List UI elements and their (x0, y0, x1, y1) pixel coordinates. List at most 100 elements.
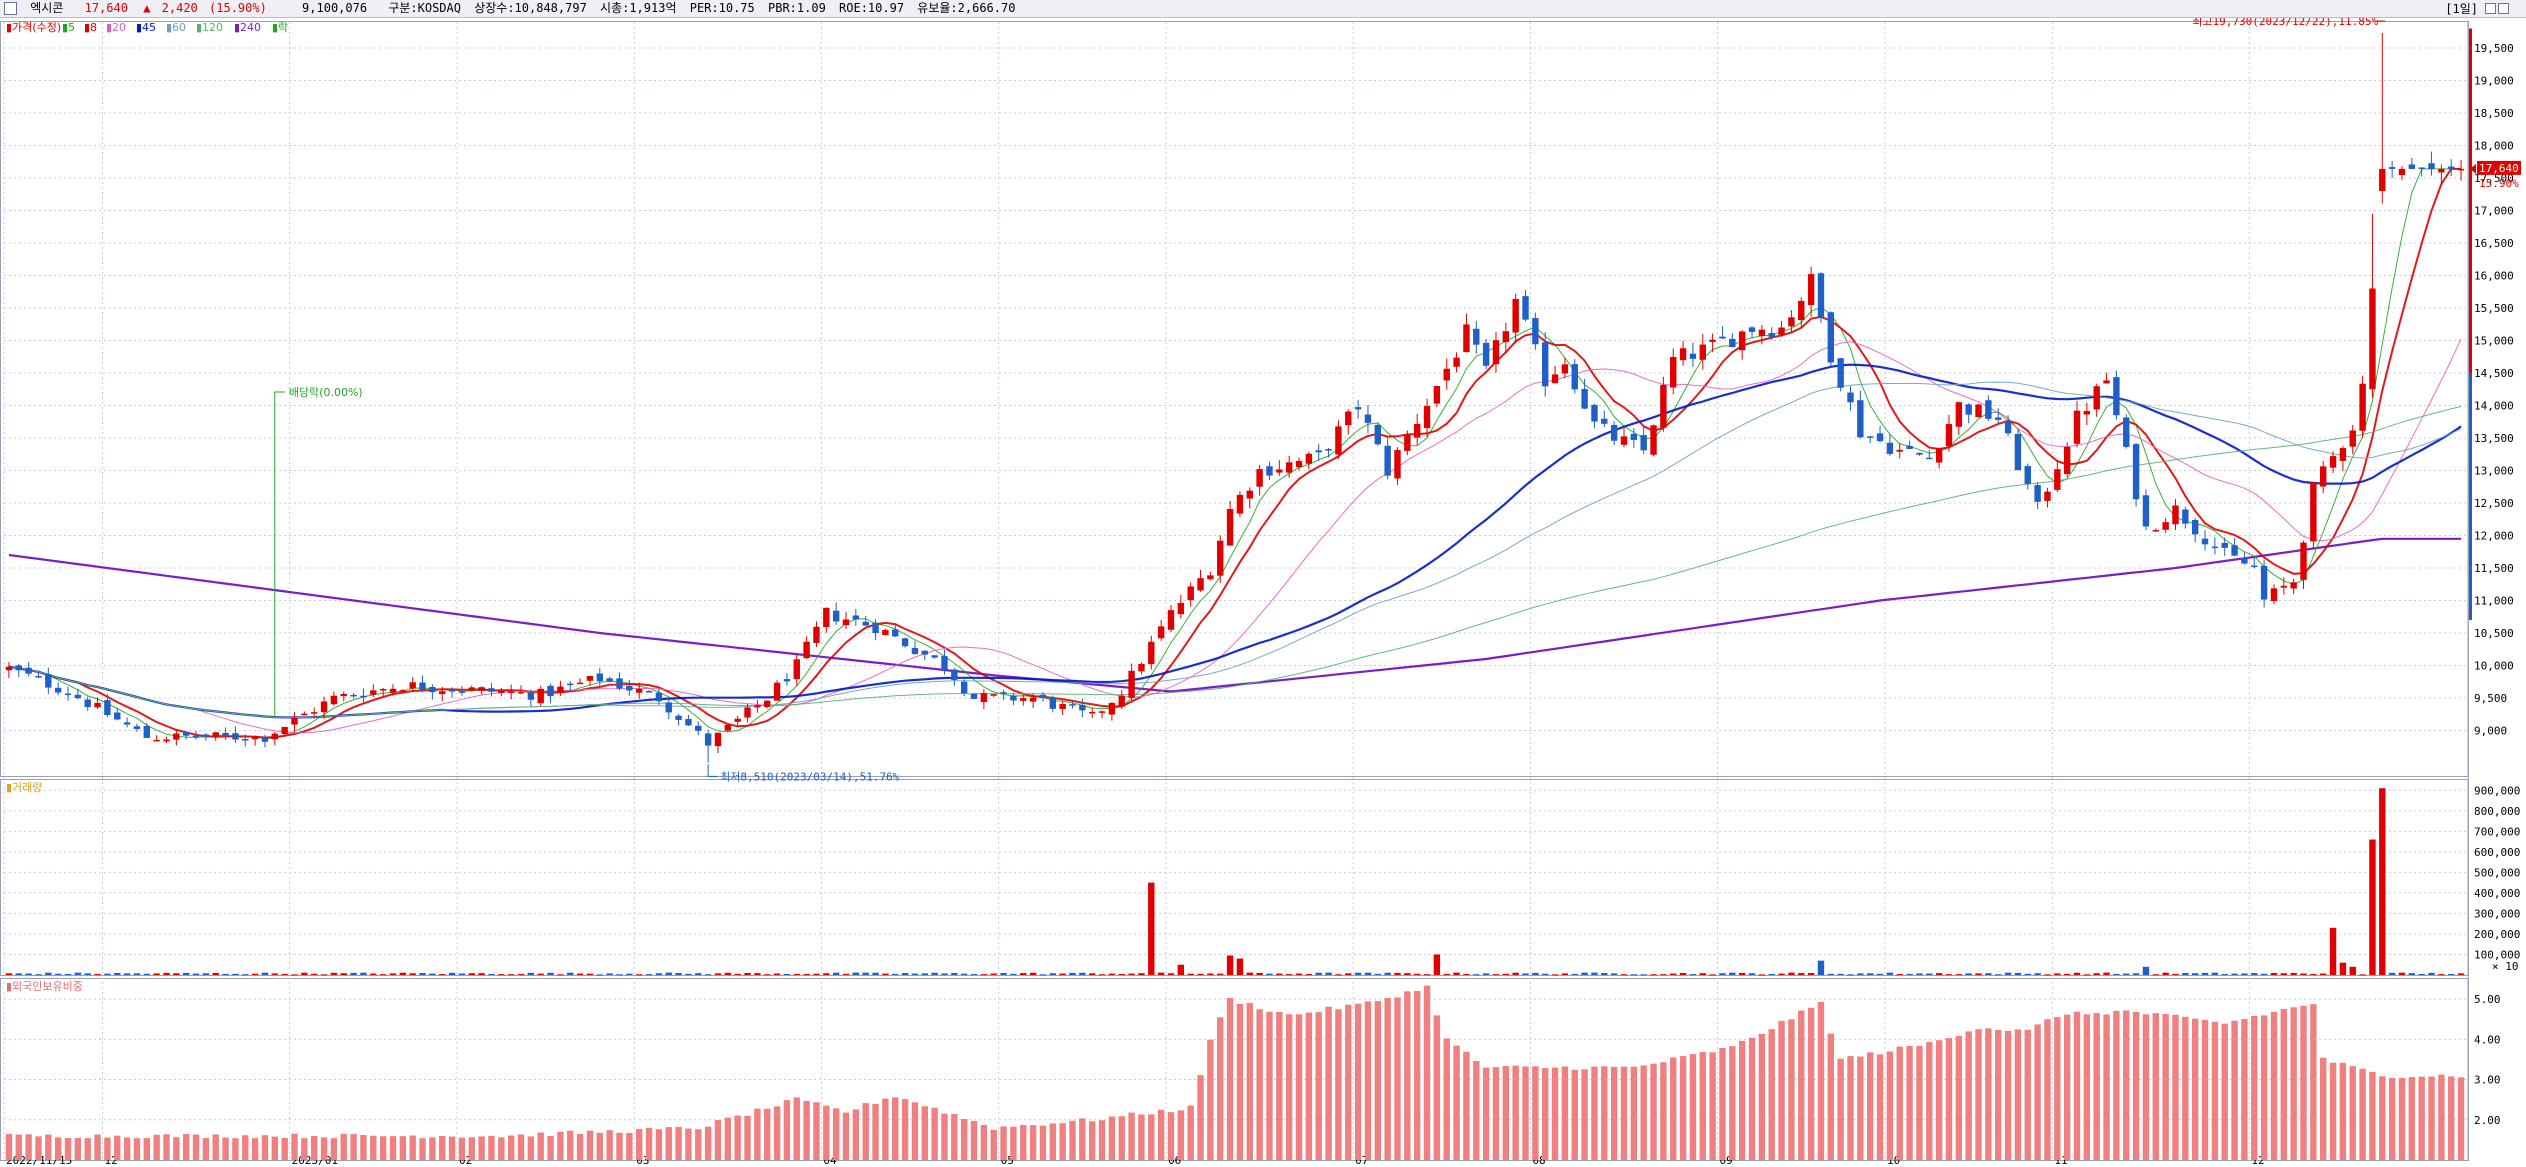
ratio-bar (320, 1137, 328, 1160)
candle-body (635, 688, 643, 693)
candle-body (1926, 457, 1933, 460)
ratio-bar (892, 1097, 899, 1160)
candle-body (173, 733, 180, 740)
ratio-bar (74, 1137, 82, 1160)
candle-body (665, 702, 672, 713)
ratio-bar (2398, 1077, 2406, 1160)
window-icon[interactable] (4, 2, 17, 15)
ratio-bar (2073, 1011, 2081, 1160)
candle-body (2408, 164, 2416, 169)
volume-bar (970, 974, 978, 976)
volume-bar (596, 974, 604, 976)
candle-body (685, 718, 692, 726)
candle-body (2457, 168, 2465, 171)
ratio-bar (1866, 1052, 1874, 1160)
volume-bar (911, 973, 919, 975)
candle-body (557, 686, 564, 693)
candle-body (340, 693, 347, 697)
candle-body (5, 666, 13, 671)
volume-bar (2004, 972, 2012, 975)
ratio-bar (1413, 990, 1421, 1160)
candle-body (1226, 508, 1234, 546)
ratio-bar (1640, 1065, 1647, 1160)
period-selector[interactable]: [1일] (2445, 2, 2478, 16)
volume-bar (2191, 973, 2199, 975)
candle-body (1896, 449, 1903, 452)
candle-body (1738, 331, 1746, 351)
candle-body (1542, 342, 1549, 387)
ratio-bar (1542, 1068, 1549, 1160)
candle-body (1079, 704, 1086, 711)
ratio-bar (803, 1100, 810, 1160)
volume-bar (1089, 973, 1096, 975)
candle-body (1167, 610, 1175, 630)
candle-body (2113, 377, 2120, 416)
volume-bar (104, 973, 111, 975)
price-change-pct: (15.90%) (209, 1, 267, 15)
ratio-bar (1138, 1114, 1145, 1160)
ratio-bar (1906, 1045, 1913, 1160)
volume-bar (2251, 973, 2258, 975)
price-axis-tick-label: 10,500 (2474, 627, 2514, 640)
candle-body (399, 690, 407, 692)
volume-bar (1276, 973, 1283, 975)
ratio-bar (714, 1120, 722, 1160)
candle-body (1660, 384, 1667, 428)
ratio-bar (1502, 1065, 1510, 1160)
volume-bar (1926, 973, 1933, 975)
volume-bar (2388, 972, 2396, 975)
ratio-bar (616, 1132, 623, 1160)
candle-body (1276, 469, 1283, 473)
ratio-bar (744, 1115, 751, 1160)
ratio-bar (2063, 1014, 2071, 1160)
ratio-bar (754, 1108, 761, 1160)
candle-body (1866, 436, 1874, 438)
ratio-bar (596, 1132, 604, 1160)
volume-bar (1423, 974, 1431, 976)
volume-bar (2014, 972, 2022, 975)
candle-body (2054, 469, 2061, 490)
volume-bar (271, 973, 279, 975)
ratio-bar (114, 1135, 121, 1160)
price-value: 17,640 (84, 1, 128, 15)
ratio-bar (1295, 1014, 1303, 1160)
ratio-bar (2280, 1009, 2288, 1160)
candle-body (951, 669, 958, 680)
volume-bar (823, 973, 830, 975)
candle-body (537, 688, 544, 704)
candle-body (1995, 417, 2002, 420)
volume-bar (576, 973, 584, 975)
volume-bar (1167, 973, 1175, 975)
close-icon[interactable] (2498, 3, 2509, 14)
volume-bar (1532, 972, 1539, 975)
candle-body (1532, 318, 1539, 345)
volume-bar (1197, 973, 1204, 975)
candle-body (212, 732, 219, 737)
candle-body (360, 695, 367, 698)
ratio-bar (901, 1099, 909, 1160)
candle-body (941, 656, 948, 670)
candle-body (1413, 423, 1421, 438)
price-axis-tick-label: 15,000 (2474, 335, 2514, 348)
ratio-bar (15, 1134, 22, 1160)
volume-bar (1374, 973, 1381, 975)
ratio-bar (1059, 1123, 1066, 1160)
reserve-ratio: 유보율:2,666.70 (917, 1, 1016, 15)
ratio-bar (1768, 1029, 1775, 1160)
volume-bar (2162, 972, 2169, 975)
candle-body (1197, 578, 1204, 591)
price-axis-tick-label: 17,500 (2474, 172, 2514, 185)
ratio-bar (921, 1106, 928, 1160)
candle-body (832, 610, 840, 622)
ratio-bar (222, 1137, 229, 1160)
volume-bar (1709, 974, 1716, 976)
volume-bar (685, 973, 692, 975)
candle-body (2201, 538, 2209, 545)
volume-bar (1384, 972, 1391, 975)
candle-body (114, 712, 121, 720)
minimize-icon[interactable] (2485, 3, 2496, 14)
ratio-bar (182, 1133, 190, 1160)
candle-body (813, 626, 820, 643)
candle-body (1207, 575, 1214, 580)
stock-chart[interactable]: 9,000 9,500 10,000 10,500 11,000 11,500 12,000… (0, 18, 2526, 1167)
